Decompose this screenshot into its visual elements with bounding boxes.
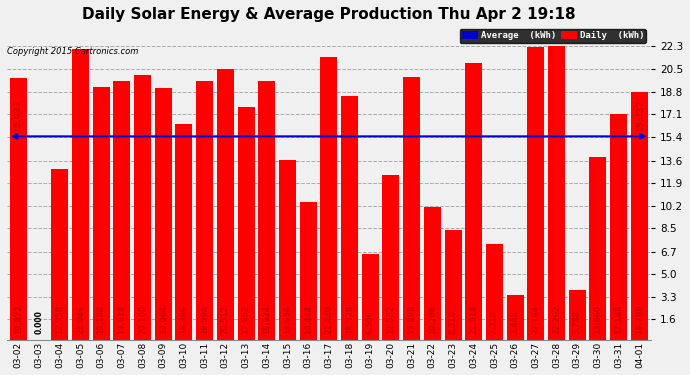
- Bar: [465, 63, 482, 340]
- Text: 17.148: 17.148: [614, 304, 623, 334]
- Text: 19.898: 19.898: [407, 304, 416, 334]
- Bar: [155, 88, 172, 340]
- Bar: [548, 46, 565, 340]
- Bar: [320, 57, 337, 340]
- Text: 13.656: 13.656: [283, 305, 292, 334]
- Text: 7.310: 7.310: [490, 310, 499, 334]
- Text: 18.788: 18.788: [635, 304, 644, 334]
- Text: 19.624: 19.624: [262, 304, 271, 334]
- Text: 21.018: 21.018: [469, 304, 478, 334]
- Text: 19.064: 19.064: [159, 304, 168, 334]
- Text: 19.872: 19.872: [14, 304, 23, 334]
- Text: 22.046: 22.046: [76, 304, 85, 334]
- Text: 0.000: 0.000: [34, 310, 43, 334]
- Bar: [444, 231, 462, 340]
- Title: Daily Solar Energy & Average Production Thu Apr 2 19:18: Daily Solar Energy & Average Production …: [82, 7, 575, 22]
- Text: 10.108: 10.108: [428, 304, 437, 334]
- Text: 12.532: 12.532: [386, 305, 395, 334]
- Bar: [258, 81, 275, 340]
- Bar: [506, 295, 524, 340]
- Text: 20.512: 20.512: [221, 305, 230, 334]
- Bar: [403, 77, 420, 340]
- Text: Copyright 2015 Cartronics.com: Copyright 2015 Cartronics.com: [7, 47, 138, 56]
- Text: 10.444: 10.444: [304, 304, 313, 334]
- Text: 19.594: 19.594: [200, 305, 209, 334]
- Bar: [279, 160, 296, 340]
- Bar: [299, 202, 317, 340]
- Bar: [237, 107, 255, 340]
- Bar: [217, 69, 234, 341]
- Text: 19.184: 19.184: [97, 304, 106, 334]
- Text: 20.100: 20.100: [138, 304, 147, 334]
- Bar: [382, 175, 400, 340]
- Text: 3.788: 3.788: [573, 309, 582, 334]
- Bar: [92, 87, 110, 340]
- Bar: [486, 244, 503, 340]
- Bar: [424, 207, 441, 340]
- Bar: [196, 81, 213, 340]
- Bar: [51, 169, 68, 340]
- Text: 12.958: 12.958: [55, 304, 64, 334]
- Bar: [113, 81, 130, 340]
- Bar: [10, 78, 27, 340]
- Bar: [631, 92, 648, 340]
- Text: 6.506: 6.506: [366, 310, 375, 334]
- Text: 13.860: 13.860: [593, 304, 602, 334]
- Bar: [175, 124, 193, 340]
- Bar: [134, 75, 151, 340]
- Text: 21.440: 21.440: [324, 304, 333, 334]
- Bar: [341, 96, 358, 340]
- Legend: Average  (kWh), Daily  (kWh): Average (kWh), Daily (kWh): [460, 29, 647, 42]
- Bar: [589, 157, 607, 340]
- Text: 19.618: 19.618: [117, 304, 126, 334]
- Text: 22.164: 22.164: [531, 304, 540, 334]
- Text: 17.652: 17.652: [241, 304, 250, 334]
- Bar: [527, 48, 544, 340]
- Text: 16.396: 16.396: [179, 304, 188, 334]
- Text: 15.437: 15.437: [636, 100, 645, 132]
- Bar: [610, 114, 627, 340]
- Bar: [72, 49, 89, 340]
- Text: 18.528: 18.528: [345, 304, 354, 334]
- Bar: [569, 290, 586, 340]
- Bar: [362, 254, 379, 340]
- Text: 22.262: 22.262: [552, 304, 561, 334]
- Text: 8.318: 8.318: [448, 310, 457, 334]
- Text: 15.437: 15.437: [13, 100, 22, 132]
- Text: 3.448: 3.448: [511, 310, 520, 334]
